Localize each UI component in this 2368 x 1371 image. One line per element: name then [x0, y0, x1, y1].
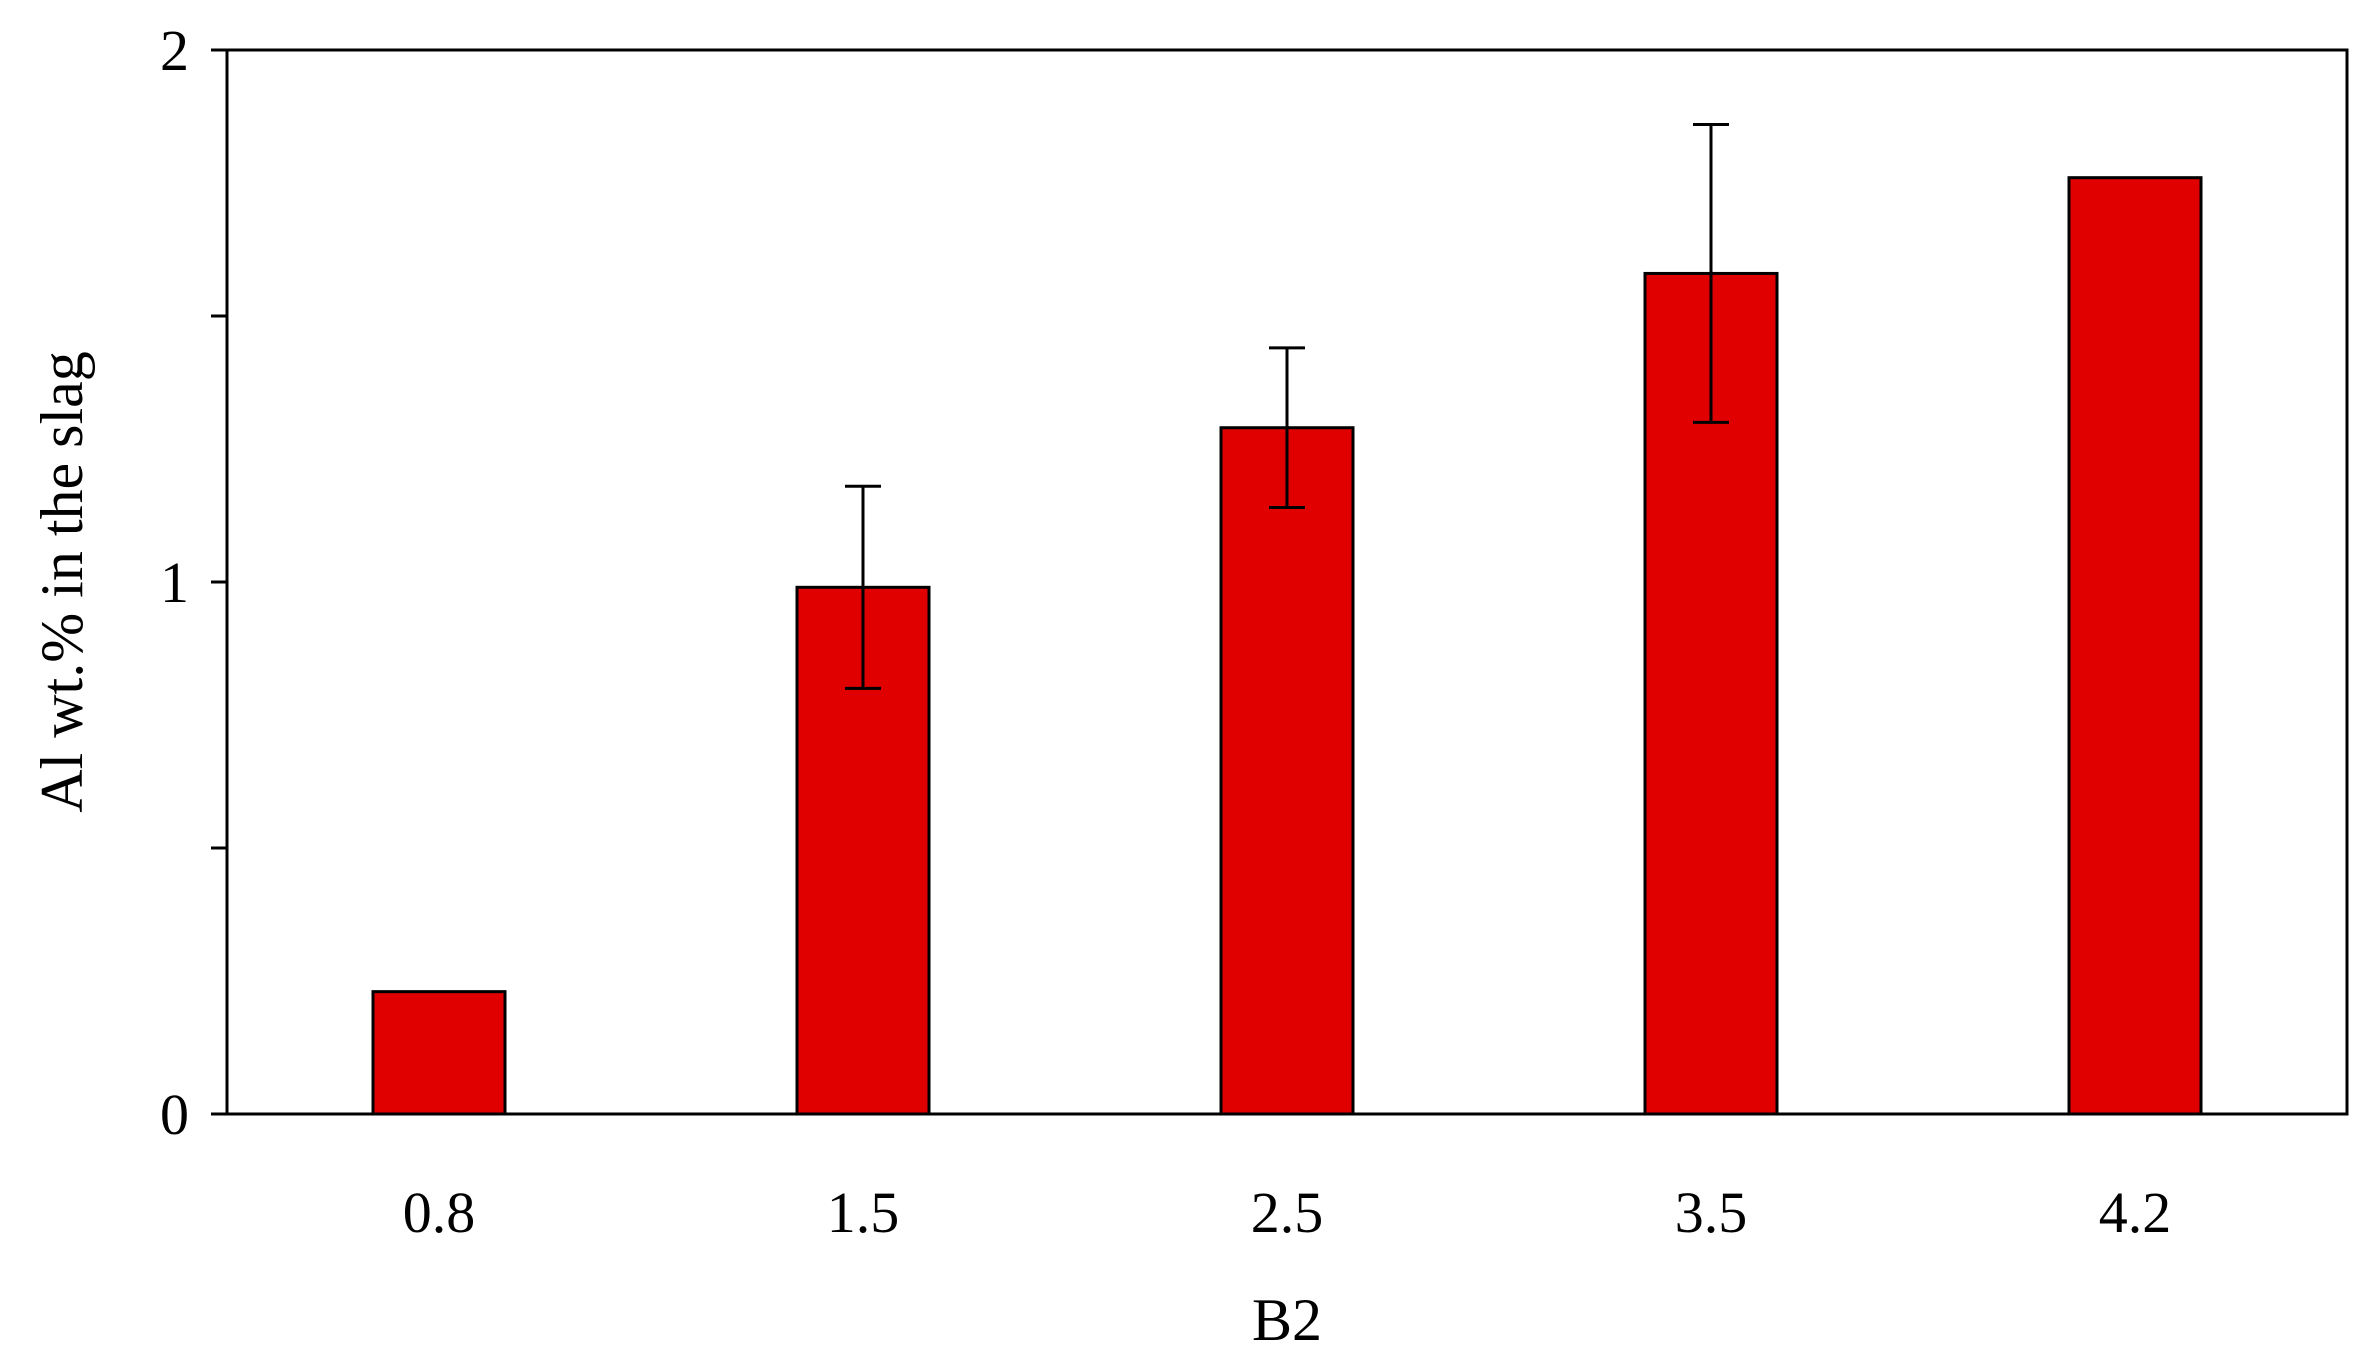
error-bar-3.5 — [1693, 122, 1729, 424]
y-tick-label-2: 2 — [160, 18, 189, 83]
x-tick-label-1.5: 1.5 — [827, 1180, 900, 1245]
x-axis-tick-labels: 0.8 1.5 2.5 3.5 4.2 — [403, 1180, 2172, 1245]
x-tick-label-4.2: 4.2 — [2099, 1180, 2172, 1245]
bar-0.8 — [371, 990, 507, 1116]
y-axis-ticks: 0 1 2 — [160, 18, 227, 1147]
x-tick-label-0.8: 0.8 — [403, 1180, 476, 1245]
error-bar-1.5 — [845, 484, 881, 690]
x-tick-label-2.5: 2.5 — [1251, 1180, 1324, 1245]
y-tick-label-1: 1 — [160, 550, 189, 615]
y-tick-label-0: 0 — [160, 1082, 189, 1147]
bar-2.5 — [1219, 426, 1355, 1116]
x-tick-label-3.5: 3.5 — [1675, 1180, 1748, 1245]
x-axis-title: B2 — [1252, 1287, 1322, 1353]
bar-4.2 — [2067, 176, 2203, 1116]
error-bars-group — [845, 122, 1729, 690]
bars-group — [371, 176, 2203, 1116]
error-bar-2.5 — [1269, 346, 1305, 510]
y-axis-title: Al wt.% in the slag — [29, 351, 95, 813]
